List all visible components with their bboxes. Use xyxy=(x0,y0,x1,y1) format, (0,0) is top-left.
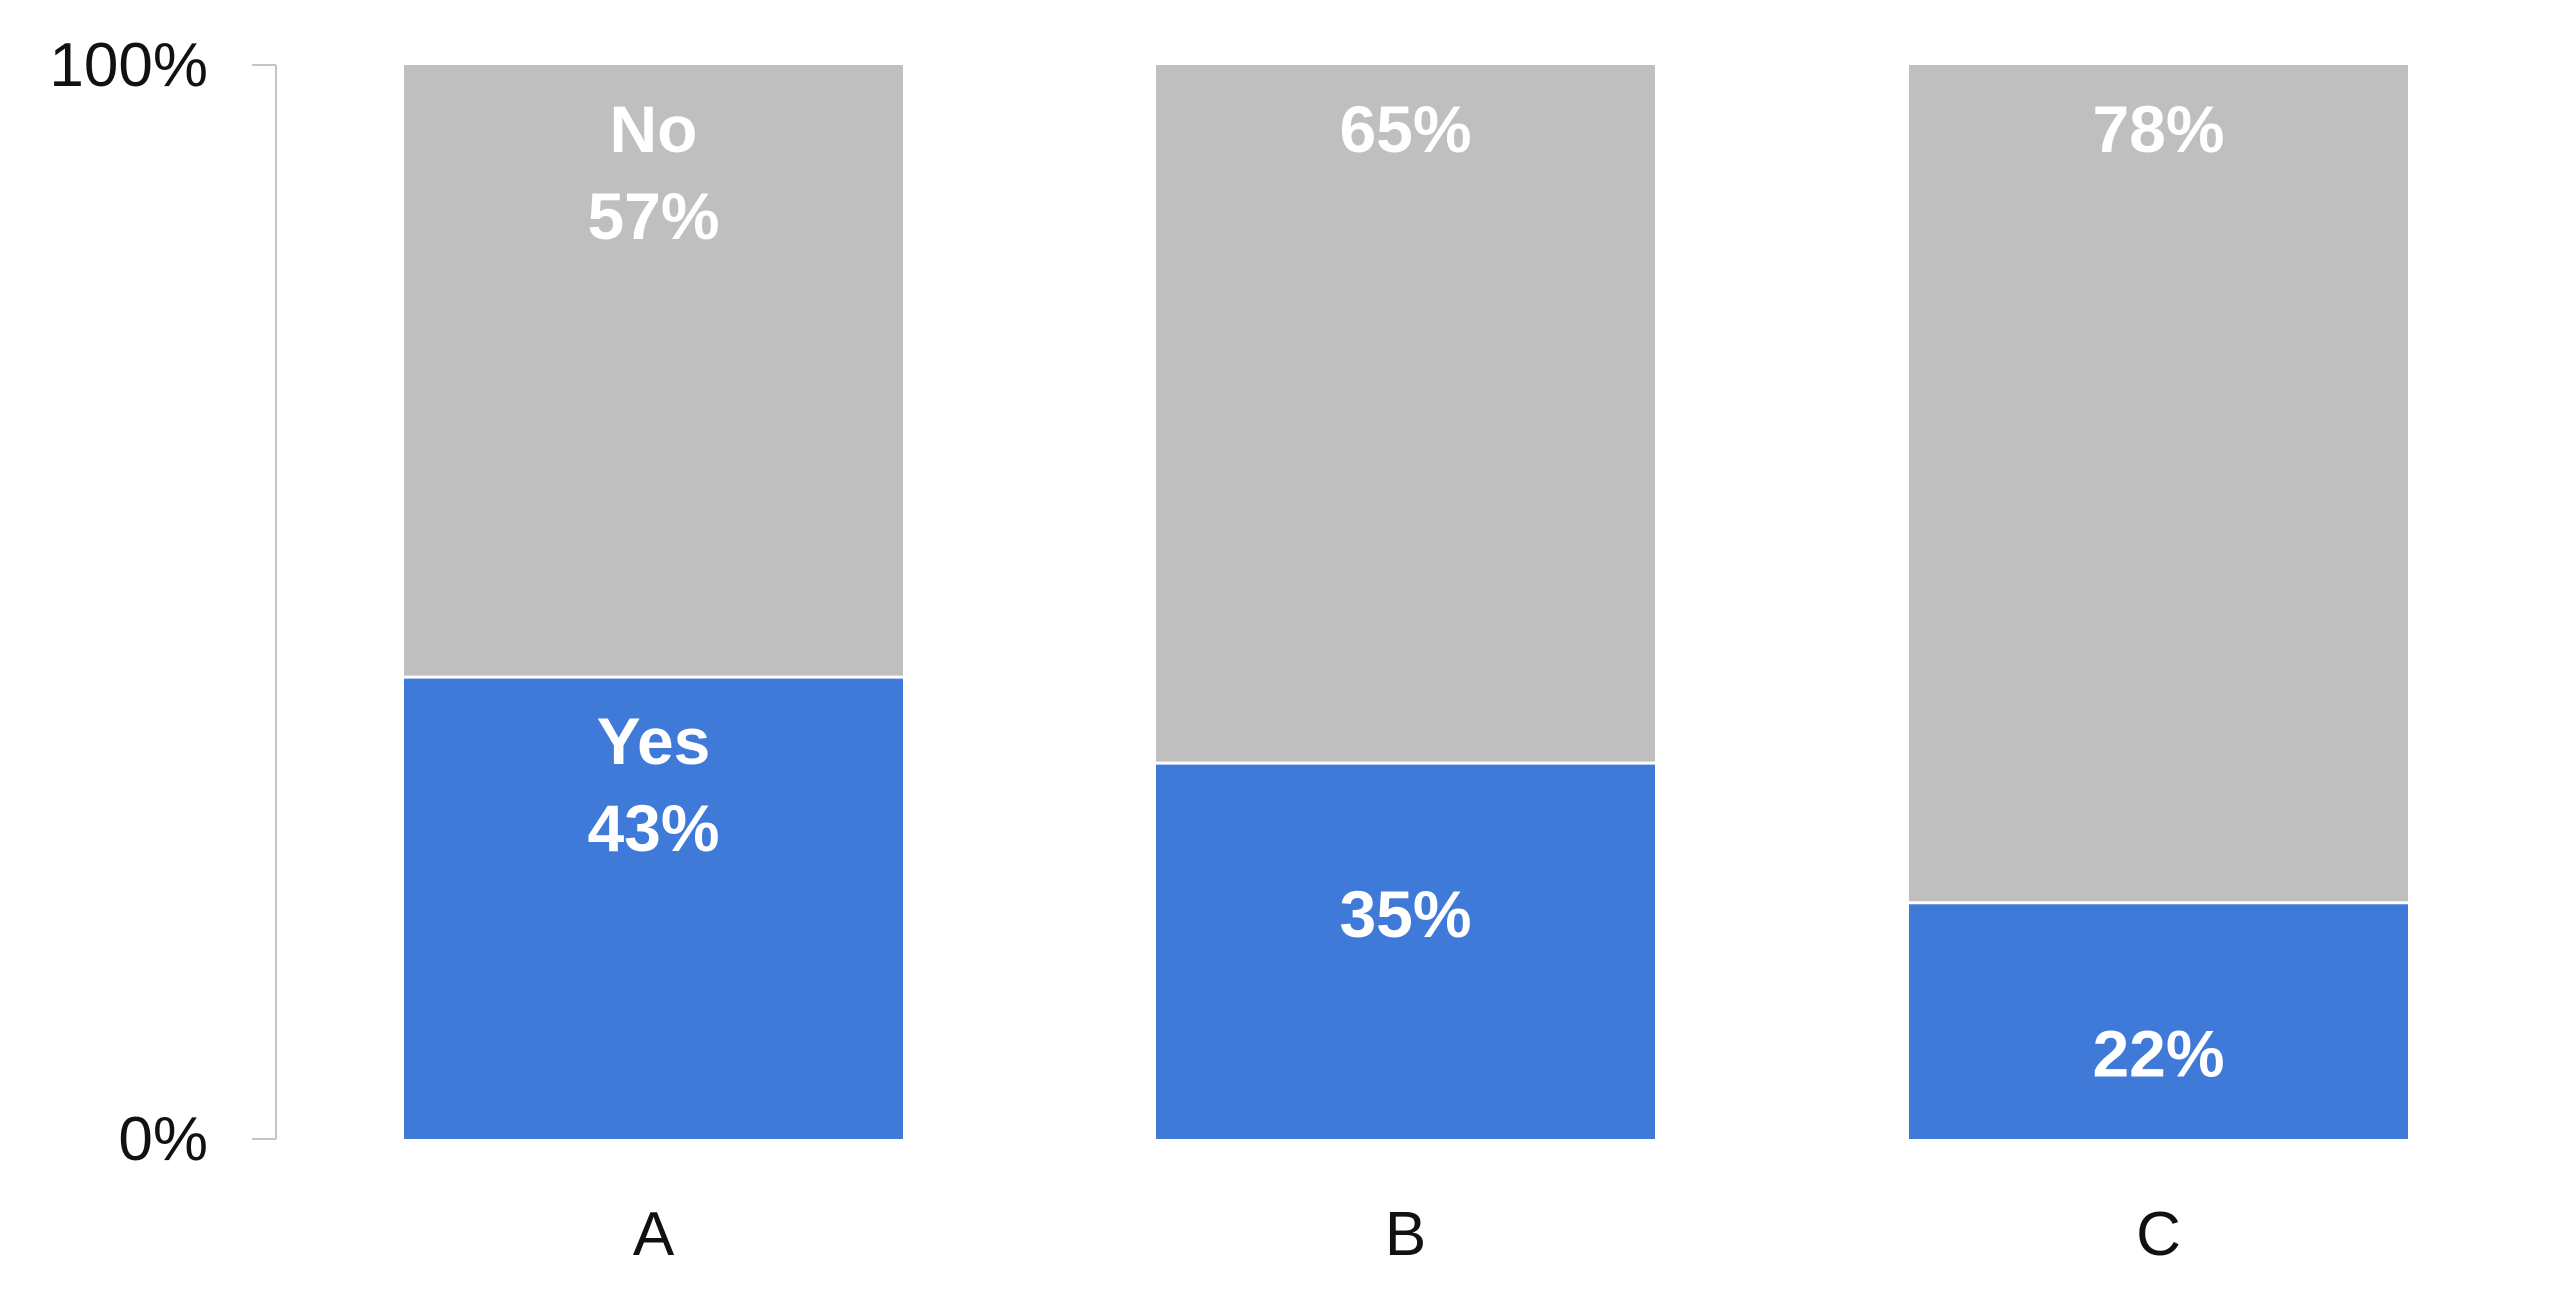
value-label-c-no: 78% xyxy=(2092,92,2224,166)
bar-a-no xyxy=(404,65,903,678)
value-label-c-yes: 22% xyxy=(2092,1017,2224,1091)
value-label-b-yes: 35% xyxy=(1339,877,1471,951)
value-label-a-no: 57% xyxy=(587,179,719,253)
bar-b-yes xyxy=(1156,763,1655,1139)
bar-c-yes xyxy=(1909,902,2408,1139)
segment-labels-group: Yes 43% No 57% 35% 65% 22% 78% xyxy=(587,92,2224,1091)
bar-c-no xyxy=(1909,65,2408,903)
category-labels-group: A B C xyxy=(633,1200,2181,1269)
series-name-label-no: No xyxy=(610,92,698,166)
y-tick-label-0: 0% xyxy=(118,1105,208,1174)
bars-group xyxy=(404,65,2408,1139)
y-tick-label-100: 100% xyxy=(49,31,208,100)
x-category-label-a: A xyxy=(633,1200,675,1269)
bar-a-yes xyxy=(404,677,903,1139)
bar-b-no xyxy=(1156,65,1655,764)
value-label-b-no: 65% xyxy=(1339,92,1471,166)
x-category-label-c: C xyxy=(2136,1200,2181,1269)
series-name-label-yes: Yes xyxy=(597,704,711,778)
x-category-label-b: B xyxy=(1385,1200,1426,1269)
y-axis: 100% 0% xyxy=(49,31,277,1174)
value-label-a-yes: 43% xyxy=(587,791,719,865)
